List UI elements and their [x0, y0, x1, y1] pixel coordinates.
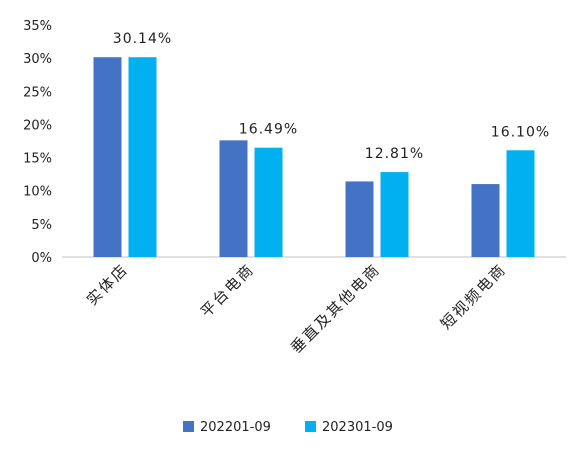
y-tick-label: 10%: [23, 185, 52, 200]
data-label: 16.10%: [491, 124, 550, 140]
data-labels: 30.14% 16.49% 12.81% 16.10%: [113, 31, 550, 162]
legend: 202201-09 202301-09: [183, 420, 393, 435]
y-tick-label: 35%: [23, 19, 52, 34]
bar: [254, 147, 283, 257]
x-axis-tick-labels: 实体店 平台电商 垂直及其他电商 短视频电商: [83, 260, 510, 357]
bar: [93, 57, 122, 257]
y-tick-label: 20%: [23, 118, 52, 133]
y-tick-label: 30%: [23, 52, 52, 67]
x-tick-label: 短视频电商: [437, 260, 510, 333]
y-tick-label: 0%: [31, 251, 52, 266]
bar-series: [93, 57, 535, 257]
legend-label: 202201-09: [200, 420, 271, 435]
bar: [471, 184, 500, 257]
x-tick-label: 实体店: [83, 260, 132, 309]
y-tick-label: 25%: [23, 85, 52, 100]
bar: [345, 181, 374, 257]
data-label: 12.81%: [365, 146, 424, 162]
legend-label: 202301-09: [322, 420, 393, 435]
x-tick-label: 平台电商: [197, 260, 258, 321]
bar: [506, 150, 535, 257]
y-tick-label: 15%: [23, 152, 52, 167]
bar: [128, 57, 157, 257]
y-axis-tick-labels: 0% 5% 10% 15% 20% 25% 30% 35%: [23, 19, 52, 266]
data-label: 16.49%: [239, 122, 298, 138]
legend-swatch: [305, 421, 316, 432]
legend-swatch: [183, 421, 194, 432]
data-label: 30.14%: [113, 31, 172, 47]
bar: [380, 172, 409, 257]
y-tick-label: 5%: [31, 218, 52, 233]
bar: [219, 140, 248, 257]
x-tick-label: 垂直及其他电商: [287, 260, 384, 357]
